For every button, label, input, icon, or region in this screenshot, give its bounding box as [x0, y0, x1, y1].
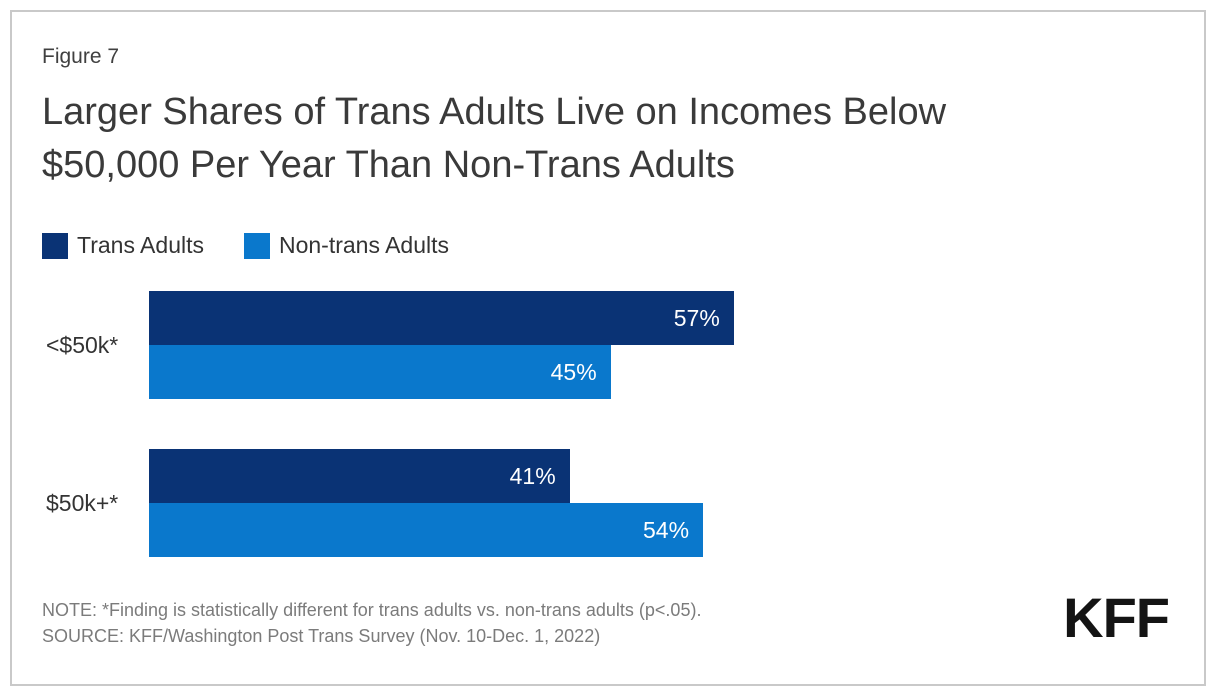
- bar-non-trans-adults: 54%: [149, 503, 704, 557]
- kff-logo: KFF: [1063, 586, 1170, 649]
- bar-non-trans-adults: 45%: [149, 345, 611, 399]
- bar-value-label: 41%: [509, 462, 556, 489]
- chart-title: Larger Shares of Trans Adults Live on In…: [42, 91, 947, 186]
- bar-group: 57% 45%: [149, 291, 1175, 399]
- bar-chart: <$50k* 57% 45% $50k+* 41% 54%: [42, 291, 1174, 557]
- chart-group: $50k+* 41% 54%: [42, 449, 1174, 557]
- legend-item: Non-trans Adults: [243, 232, 450, 259]
- legend-swatch: [243, 232, 270, 259]
- bar-trans-adults: 57%: [149, 291, 734, 345]
- bar-value-label: 45%: [550, 358, 597, 385]
- source-text: SOURCE: KFF/Washington Post Trans Survey…: [42, 626, 601, 646]
- category-label: $50k+*: [46, 489, 119, 516]
- figure-frame: Figure 7 Larger Shares of Trans Adults L…: [10, 10, 1206, 686]
- category-label: <$50k*: [46, 331, 119, 358]
- bar-group: 41% 54%: [149, 449, 1175, 557]
- figure-content: Figure 7 Larger Shares of Trans Adults L…: [12, 12, 1204, 649]
- bar-value-label: 54%: [642, 516, 690, 543]
- legend-label: Trans Adults: [77, 232, 204, 258]
- note-text: NOTE: *Finding is statistically differen…: [42, 600, 702, 620]
- legend-item: Trans Adults: [42, 232, 204, 259]
- chart-group: <$50k* 57% 45%: [42, 291, 1174, 399]
- figure-label: Figure 7: [42, 45, 120, 68]
- bar-value-label: 57%: [673, 304, 720, 331]
- legend: Trans Adults Non-trans Adults: [42, 232, 1174, 259]
- bar-trans-adults: 41%: [149, 449, 570, 503]
- legend-label: Non-trans Adults: [278, 232, 450, 258]
- notes-block: NOTE: *Finding is statistically differen…: [42, 597, 942, 649]
- legend-swatch: [42, 232, 68, 259]
